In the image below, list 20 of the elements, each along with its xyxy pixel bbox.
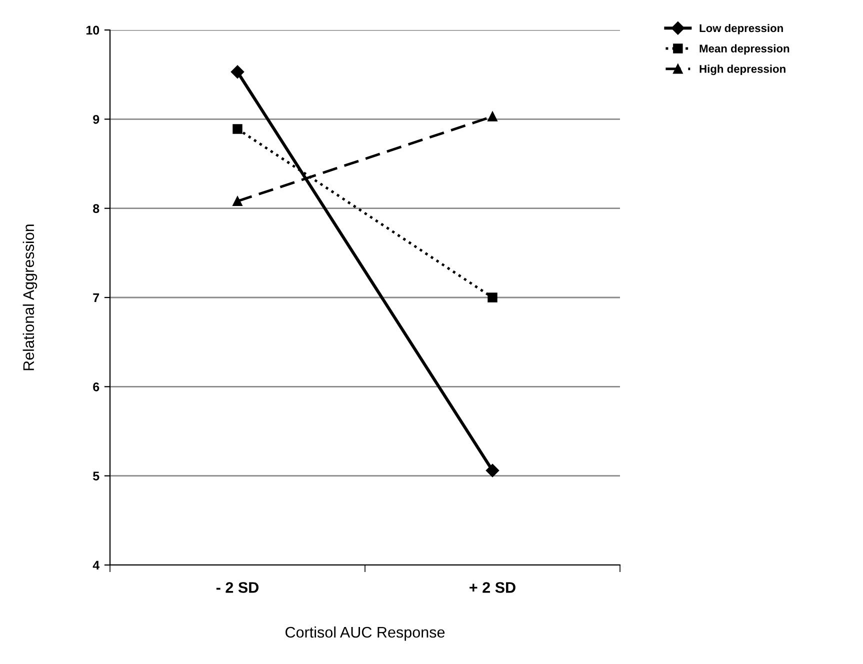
y-tick-label: 4 [92, 560, 100, 570]
y-tick-label: 6 [93, 382, 100, 392]
y-axis-title: Relational Aggression [22, 224, 38, 370]
y-tick-label: 7 [93, 293, 100, 302]
y-tick-label: 9 [93, 114, 100, 124]
legend-label: Low depression [700, 24, 783, 34]
point [232, 196, 242, 206]
point [488, 292, 498, 302]
point [488, 112, 498, 122]
legend-label: Mean depression [700, 44, 790, 55]
y-tick-label: 5 [93, 472, 100, 480]
y-tick-label: 8 [93, 204, 100, 213]
point [230, 65, 244, 78]
x-tick-label: + 2 SD [470, 582, 516, 593]
point [232, 124, 242, 134]
y-tick-label: 10 [86, 26, 100, 35]
legend-label: High depression [700, 64, 786, 76]
x-tick-label: - 2 SD [216, 582, 259, 593]
point [486, 464, 500, 478]
x-axis-title: Cortisol AUC Response [286, 626, 445, 641]
